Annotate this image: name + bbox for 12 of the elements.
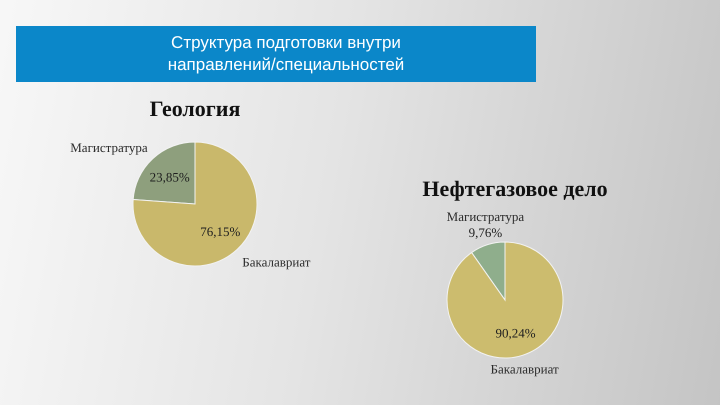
slice-label: Магистратура xyxy=(446,208,524,224)
data-label: 9,76% xyxy=(468,224,502,240)
text: Структура подготовки внутри направлений/специальностей xyxy=(166,32,406,76)
slice-label: Магистратура xyxy=(70,140,148,155)
data-label: 90,24% xyxy=(495,326,536,341)
chart-title: Геология xyxy=(150,96,240,121)
slice-label: Бакалавриат xyxy=(242,254,311,270)
chart-title: Нефтегазовое дело xyxy=(422,176,608,201)
data-label: 23,85% xyxy=(150,169,190,184)
data-label: 76,15% xyxy=(200,224,241,239)
pie-slice xyxy=(446,242,564,358)
slice-label: Бакалавриат xyxy=(490,362,560,377)
